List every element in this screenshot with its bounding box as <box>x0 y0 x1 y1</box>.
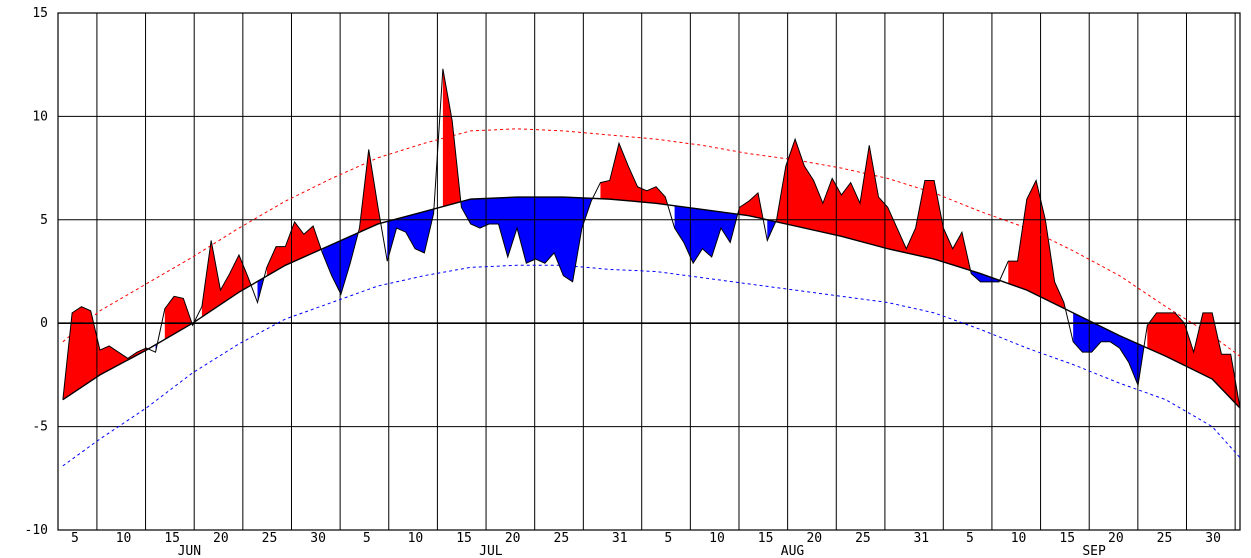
above-normal-area-18 <box>1008 180 1066 310</box>
min-envelope-line <box>62 264 1241 467</box>
above-normal-area-16 <box>776 139 971 271</box>
y-tick-label: 15 <box>32 6 48 21</box>
above-normal-area-8 <box>359 149 381 233</box>
y-tick-label: -10 <box>25 523 48 538</box>
x-tick-label: 20 <box>505 531 521 546</box>
month-labels: JUN JUL AUG SEP <box>178 544 1106 558</box>
y-tick-label: 10 <box>32 109 48 124</box>
month-label: SEP <box>1082 544 1106 558</box>
y-tick-label: -5 <box>32 420 48 435</box>
x-tick-label: 15 <box>758 531 774 546</box>
x-tick-label: 25 <box>262 531 278 546</box>
x-tick-label: 30 <box>310 531 326 546</box>
grid-lines <box>57 12 1241 531</box>
above-normal-area-4 <box>201 240 252 317</box>
x-tick-label: 31 <box>612 531 628 546</box>
anomaly-fills <box>62 68 1240 408</box>
observed-line <box>62 68 1241 409</box>
above-normal-area-14 <box>739 192 764 219</box>
x-tick-label: 5 <box>363 531 371 546</box>
x-tick-label: 31 <box>913 531 929 546</box>
max-envelope-line <box>62 128 1241 357</box>
above-normal-area-0 <box>62 306 149 400</box>
y-tick-label: 5 <box>40 213 48 228</box>
above-normal-area-20 <box>1147 312 1240 408</box>
x-tick-label: 25 <box>855 531 871 546</box>
x-tick-label: 5 <box>664 531 672 546</box>
x-tick-label: 15 <box>1059 531 1075 546</box>
above-normal-area-6 <box>266 221 322 277</box>
x-tick-label: 10 <box>408 531 424 546</box>
month-label: JUN <box>178 544 201 558</box>
x-tick-label: 30 <box>1205 531 1221 546</box>
x-tick-label: 15 <box>456 531 472 546</box>
x-tick-label: 5 <box>71 531 79 546</box>
x-tick-label: 20 <box>806 531 822 546</box>
normal-line <box>62 196 1241 409</box>
x-tick-label: 20 <box>213 531 229 546</box>
x-tick-label: 10 <box>1011 531 1027 546</box>
below-normal-area-19 <box>1073 312 1145 386</box>
x-tick-label: 5 <box>966 531 974 546</box>
plot-frame <box>57 12 1241 531</box>
month-label: JUL <box>479 544 503 558</box>
series-lines <box>62 68 1241 467</box>
above-normal-area-12 <box>600 143 668 205</box>
below-normal-area-11 <box>461 197 593 282</box>
month-label: AUG <box>781 544 805 558</box>
below-normal-area-9 <box>387 208 434 262</box>
x-tick-label: 20 <box>1108 531 1124 546</box>
above-normal-area-2 <box>164 296 193 340</box>
y-tick-label: 0 <box>40 316 48 331</box>
above-normal-area-10 <box>442 68 461 207</box>
x-tick-label: 25 <box>554 531 570 546</box>
below-normal-area-13 <box>674 205 738 264</box>
x-tick-label: 10 <box>116 531 132 546</box>
y-axis-ticks: 15 10 5 0 -5 -10 <box>25 6 48 538</box>
x-tick-label: 10 <box>709 531 725 546</box>
x-axis-ticks: 5 10 15 20 25 30 5 10 15 20 25 31 5 10 15 20 25 31 5 10 15 20… <box>71 531 1221 546</box>
x-tick-label: 15 <box>164 531 180 546</box>
x-tick-label: 25 <box>1157 531 1173 546</box>
